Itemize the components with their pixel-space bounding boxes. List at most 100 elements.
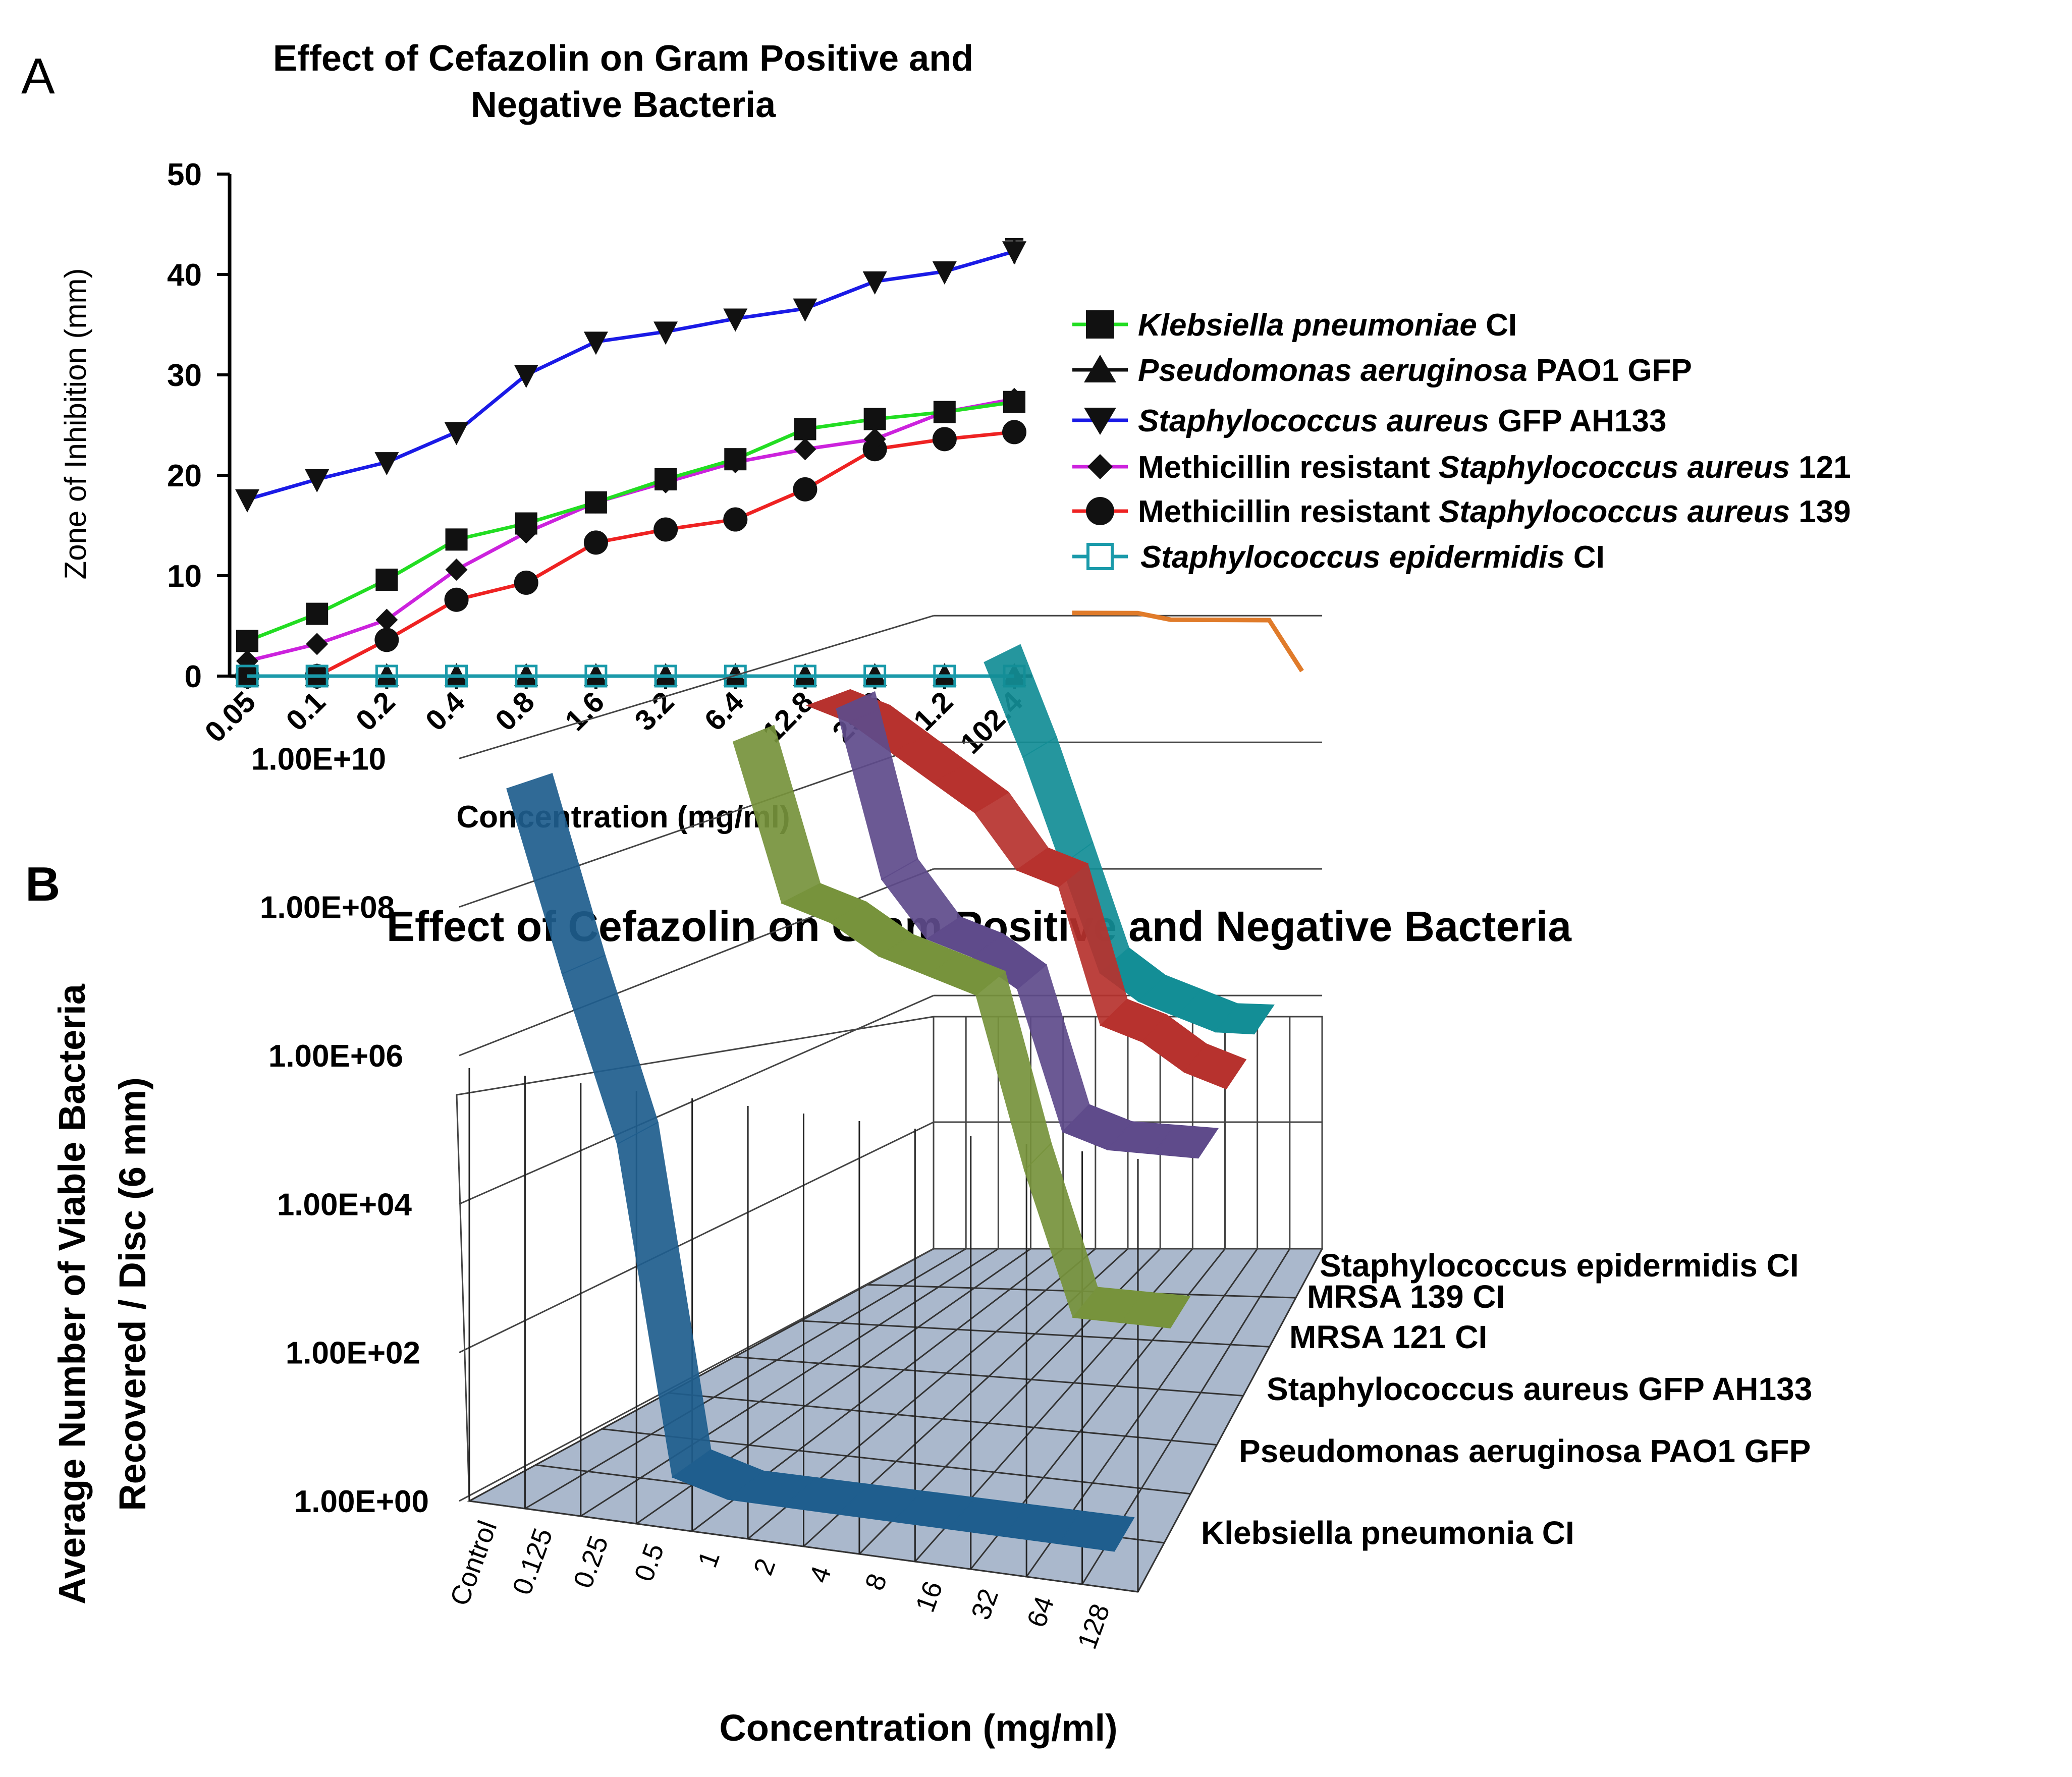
x-tick-label: 0.125 [507,1524,559,1599]
svg-text:Staphylococcus epidermidis CI: Staphylococcus epidermidis CI [1140,540,1605,575]
legend-suffix: PAO1 GFP [1528,353,1692,388]
data-point [1002,420,1026,445]
data-point [375,608,398,631]
x-tick-label: 0.8 [489,685,541,737]
legend-suffix: 139 [1790,494,1851,529]
legend-item-klebsiella: Klebsiella pneumoniae CI [1072,308,1517,343]
data-point [932,261,957,285]
panel-b-y-axis-label-line2: Recovered / Disc (6 mm) [112,1077,153,1511]
x-tick-label: 16 [910,1577,949,1616]
panel-a-chart: A Effect of Cefazolin on Gram Positive a… [21,38,1851,835]
data-point [862,271,887,295]
wall-grid-line [459,1121,934,1354]
floor-grid-line [801,1320,1270,1348]
data-point [444,422,469,446]
floor-grid-line [580,1248,999,1517]
data-point [305,469,330,492]
data-point [1003,391,1025,413]
ribbon-segment [1152,1124,1219,1159]
data-point [514,570,538,595]
data-point [932,427,957,452]
legend-suffix: CI [1477,308,1517,343]
series-label-klebsiella: Klebsiella pneumonia CI [1201,1515,1574,1551]
ribbon-segment [1183,1043,1247,1090]
y-tick-label: 1.00E+04 [277,1187,412,1222]
y-tick-label: 0 [185,659,202,694]
x-tick-label: 4 [803,1562,837,1587]
data-point [306,633,329,655]
floor-grid-line [1137,1248,1323,1592]
x-tick-label: 6.4 [698,685,750,737]
data-point [236,630,258,652]
legend-name: Staphylococcus aureus [1138,404,1489,438]
panel-b-chart: B Effect of Cefazolin on Gram Positive a… [25,610,1812,1749]
panel-b-series-labels: Staphylococcus epidermidis CI MRSA 139 C… [1201,1247,1812,1551]
panel-a-x-axis-label: Concentration (mg/ml) [456,800,790,835]
x-tick-label: 1 [692,1547,726,1572]
y-tick-label: 1.00E+08 [260,891,395,925]
data-point [306,602,329,625]
y-tick-label: 1.00E+10 [251,742,386,776]
svg-text:Staphylococcus aureus GFP AH13: Staphylococcus aureus GFP AH133 [1138,404,1667,438]
data-point [794,438,816,461]
legend-item-pseudomonas: Pseudomonas aeruginosa PAO1 GFP [1072,353,1692,388]
data-point [584,491,607,514]
legend-item-mrsa-139: Methicillin resistant Staphylococcus aur… [1072,494,1851,529]
legend-name: Pseudomonas aeruginosa [1138,353,1528,388]
data-point [863,664,887,688]
data-point [933,401,956,423]
x-tick-label: 0.05 [198,685,262,749]
series-label-s-epidermidis: Staphylococcus epidermidis CI [1320,1247,1799,1284]
svg-text:Klebsiella pneumoniae CI: Klebsiella pneumoniae CI [1138,308,1517,343]
legend-name: Staphylococcus aureus [1439,494,1790,529]
data-point [653,517,678,542]
panel-b-x-axis-label: Concentration (mg/ml) [719,1707,1117,1749]
data-point [724,448,747,471]
legend-item-s-epidermidis: Staphylococcus epidermidis CI [1072,540,1605,575]
x-tick-label: 1.6 [559,685,611,737]
legend-item-mrsa-121: Methicillin resistant Staphylococcus aur… [1072,450,1851,485]
data-point [515,512,537,535]
legend-item-s-aureus: Staphylococcus aureus GFP AH133 [1072,404,1667,438]
x-tick-label: 0.5 [629,1539,670,1585]
data-point [933,664,956,688]
series-label-mrsa-139: MRSA 139 CI [1307,1279,1505,1315]
wall-grid-line [459,615,934,759]
data-point [793,477,817,502]
ribbon-segment [1214,1003,1275,1035]
x-tick-label: 2 [748,1554,782,1579]
panel-a-title-line2: Negative Bacteria [471,85,776,125]
data-point [863,428,886,451]
data-point [445,528,468,551]
legend-suffix: CI [1565,540,1605,575]
legend-name: Staphylococcus epidermidis [1140,540,1565,575]
data-point [514,365,538,388]
legend-prefix: Methicillin resistant [1138,494,1439,529]
data-point [305,664,329,688]
legend-name: Staphylococcus aureus [1439,450,1790,485]
data-point [515,664,538,688]
series-line [246,400,1015,643]
x-tick-label: 0.1 [280,685,332,737]
data-point [583,331,608,355]
floor-grid-line [668,1392,1217,1446]
data-point [654,664,677,688]
y-tick-label: 20 [167,459,202,493]
x-tick-label: 128 [1072,1600,1116,1653]
data-point [655,468,677,490]
series-label-mrsa-121: MRSA 121 CI [1289,1319,1487,1355]
x-tick-label: 0.25 [568,1532,614,1592]
data-point [724,664,747,688]
series-line [247,249,1015,502]
panel-a-y-axis-label: Zone of Inhibition (mm) [59,268,92,580]
data-point [794,418,816,440]
wall-grid-line [459,994,934,1205]
y-tick-label: 1.00E+00 [294,1484,429,1519]
data-point [374,628,399,652]
y-tick-label: 10 [167,559,202,594]
x-tick-label: 3.2 [628,685,680,737]
panel-a-title-line1: Effect of Cefazolin on Gram Positive and [273,38,973,79]
data-point [793,664,816,688]
svg-text:Methicillin resistant Staphylo: Methicillin resistant Staphylococcus aur… [1138,450,1851,485]
